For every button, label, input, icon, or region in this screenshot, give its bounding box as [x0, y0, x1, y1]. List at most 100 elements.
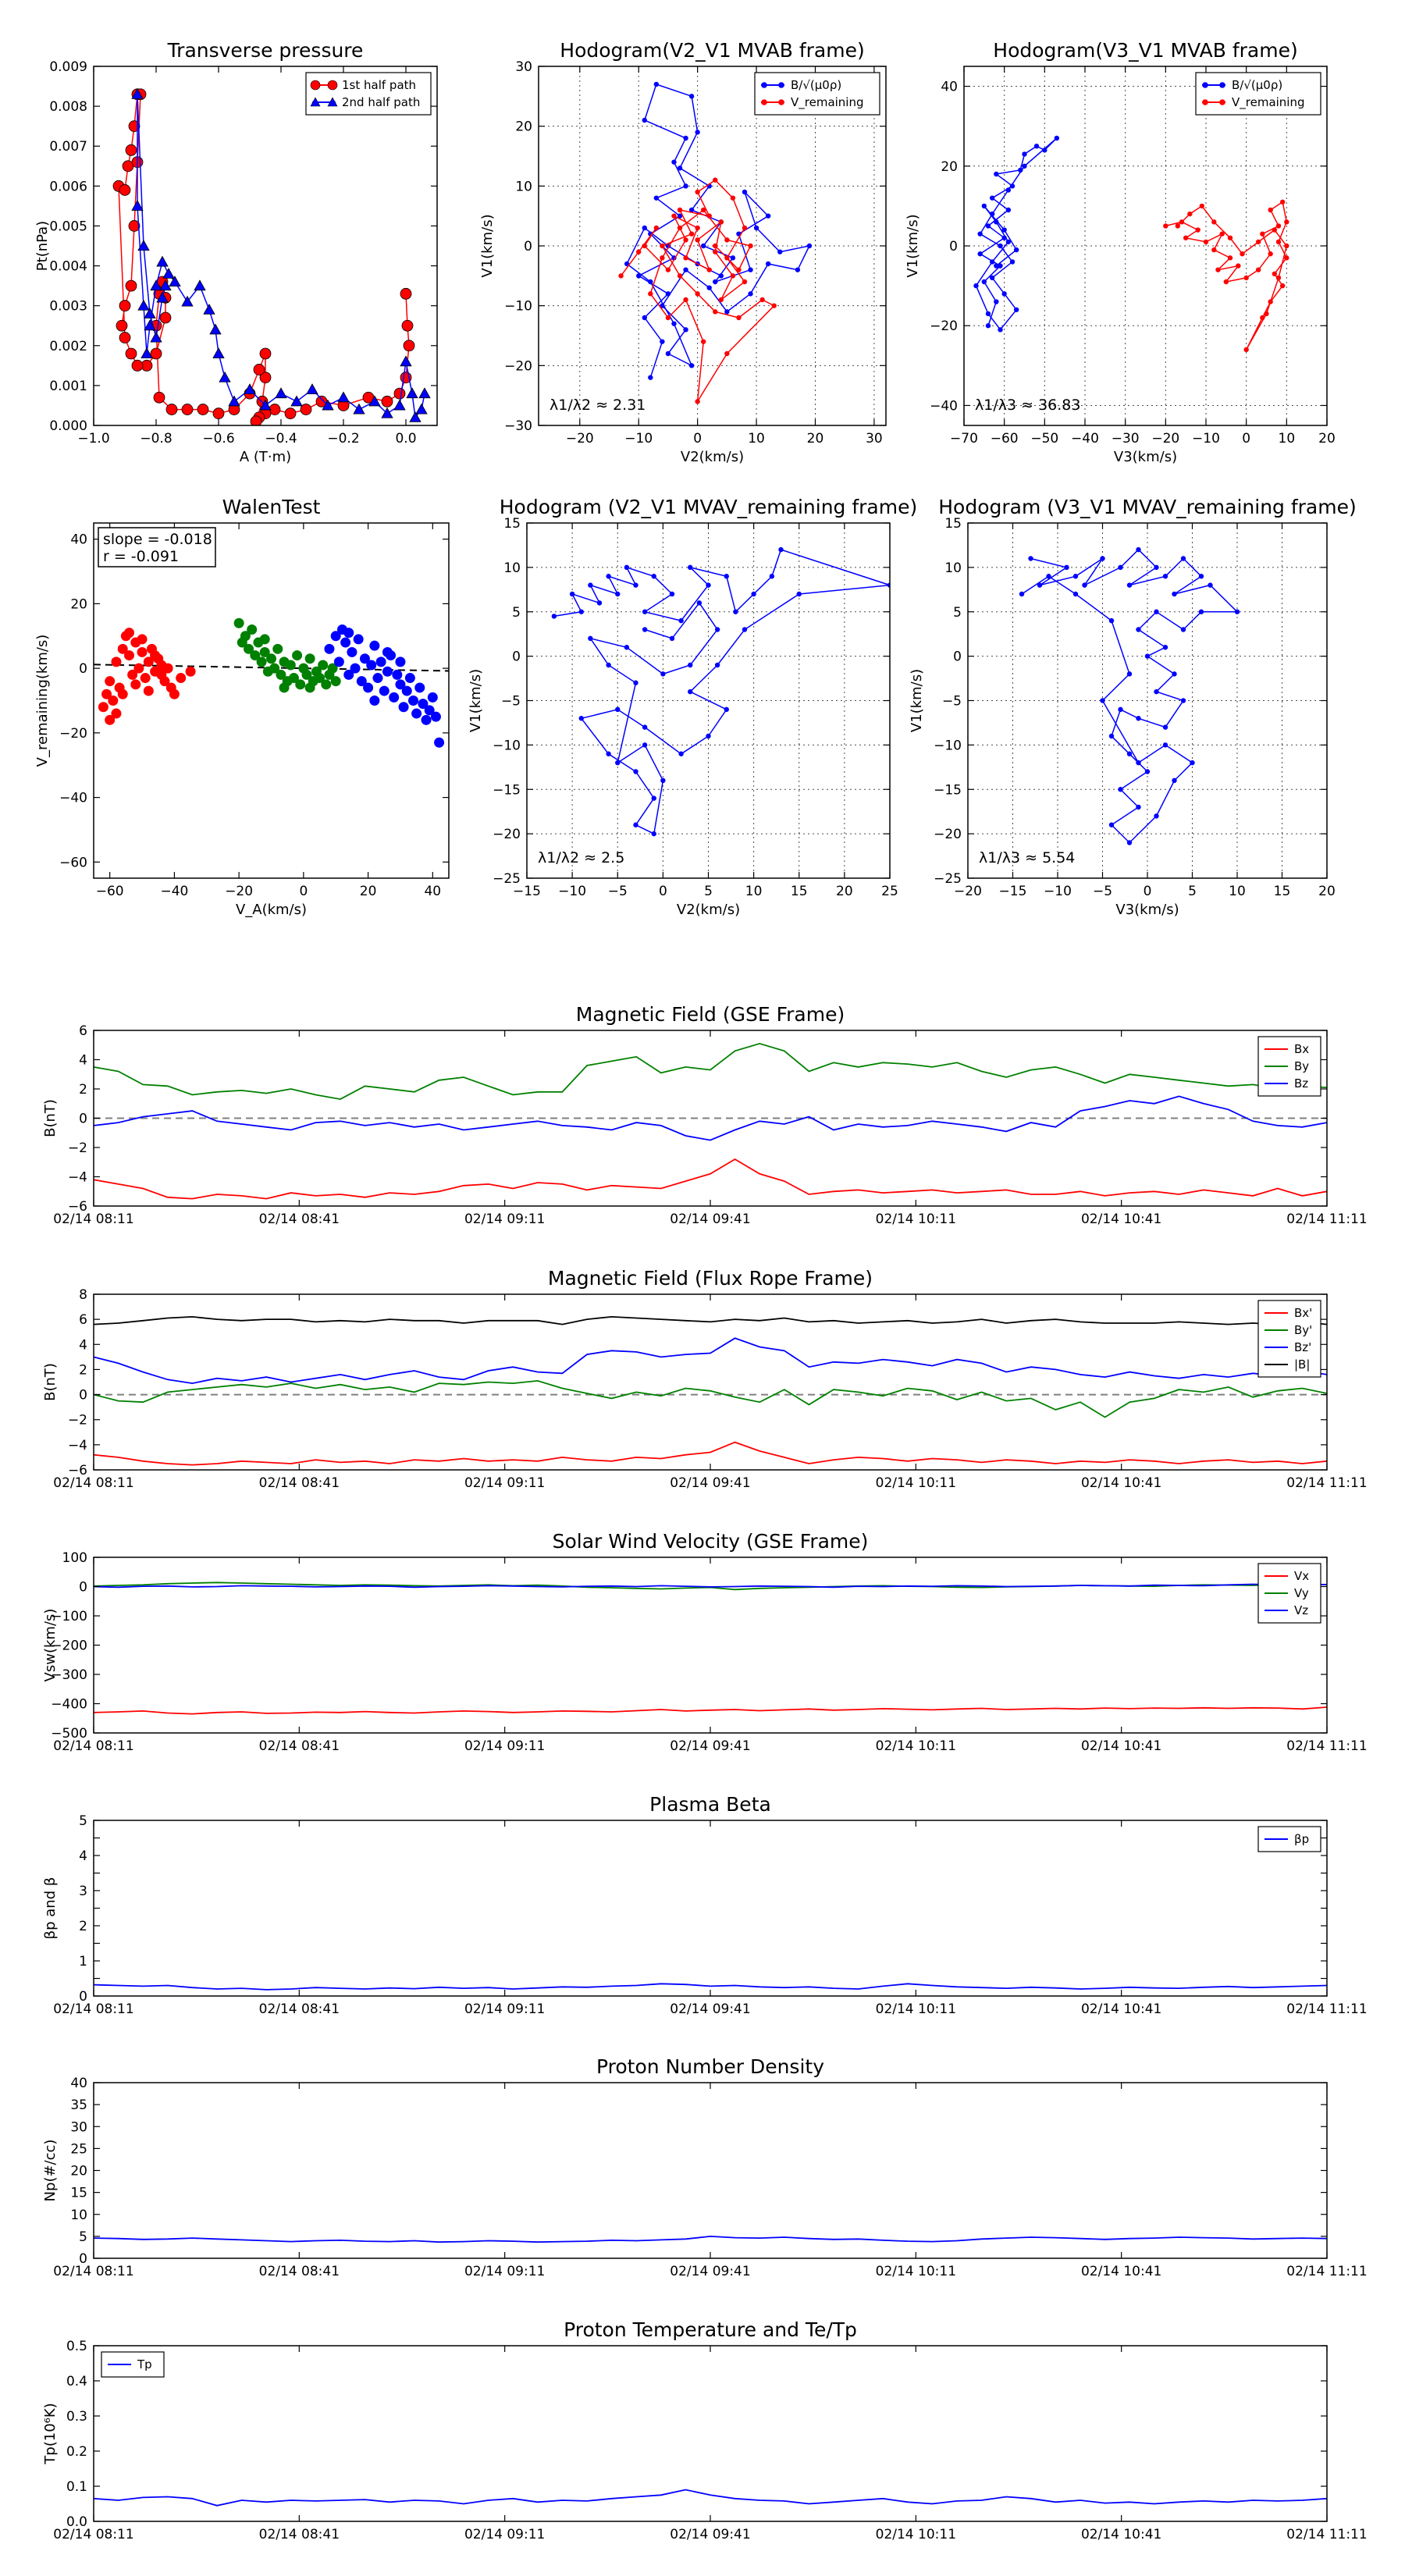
data-point	[1018, 167, 1023, 173]
y-axis-label: V1(km/s)	[468, 669, 484, 732]
y-axis-label: V_remaining(km/s)	[34, 635, 51, 767]
x-tick-label: −0.8	[140, 431, 172, 447]
data-point	[1154, 609, 1159, 614]
data-point	[696, 600, 702, 606]
data-point	[624, 261, 630, 267]
data-point	[1163, 223, 1168, 229]
data-point	[101, 688, 112, 699]
y-tick-label: 6	[79, 1312, 87, 1328]
y-tick-label: −4	[68, 1438, 87, 1453]
legend-marker	[761, 99, 767, 105]
data-point	[140, 347, 153, 359]
plasma-beta-panel: 02/14 08:11 02/14 08:41 02/14 09:11 02/14 0…	[42, 1793, 1368, 2017]
x-tick-label: 02/14 09:11	[464, 1212, 545, 1227]
chart-title: Proton Temperature and Te/Tp	[564, 2318, 857, 2341]
data-point	[551, 614, 557, 619]
y-tick-label: 0.2	[66, 2444, 87, 2460]
data-point	[414, 682, 425, 693]
data-point	[651, 574, 656, 579]
y-tick-label: −10	[504, 299, 532, 315]
data-point	[724, 237, 730, 243]
data-point	[304, 682, 315, 693]
data-point	[677, 225, 683, 231]
data-point	[665, 350, 671, 357]
data-point	[1183, 235, 1189, 240]
data-point	[1236, 263, 1241, 269]
y-tick-label: −20	[493, 827, 521, 842]
x-tick-label: 02/14 11:11	[1286, 1738, 1367, 1754]
data-point	[677, 213, 683, 219]
data-point	[1042, 148, 1048, 153]
data-point	[706, 285, 712, 290]
data-point	[105, 676, 116, 687]
data-point	[295, 679, 306, 690]
walen-test-panel: −60 −40 −20 0 20 40 −60 −40 −20 0 20 40 WalenTest V_A…	[34, 496, 450, 918]
data-point	[131, 359, 144, 372]
legend-marker	[1202, 99, 1208, 105]
x-axis-label: V3(km/s)	[1115, 902, 1179, 918]
chart-title: Hodogram (V3_V1 MVAV_remaining frame)	[938, 496, 1357, 518]
data-point	[116, 319, 128, 332]
data-point	[119, 300, 131, 312]
legend-label: V_remaining	[791, 95, 864, 110]
y-tick-label: 0	[949, 239, 958, 254]
data-point	[259, 372, 272, 384]
chart-title: Plasma Beta	[649, 1793, 771, 1816]
x-tick-label: 10	[1279, 431, 1296, 447]
y-axis-label: Np(#/cc)	[42, 2140, 59, 2202]
legend-label: Vy	[1294, 1586, 1309, 1600]
x-tick-label: 02/14 10:11	[876, 1212, 956, 1227]
data-point	[1284, 243, 1289, 249]
data-point	[633, 582, 638, 588]
data-point	[636, 249, 642, 254]
data-point	[660, 339, 665, 344]
data-point	[266, 653, 276, 664]
data-point	[162, 663, 173, 674]
y-axis-label: Tp(10⁶K)	[42, 2403, 59, 2464]
y-tick-label: 25	[70, 2141, 87, 2157]
x-tick-label: 02/14 09:41	[670, 1475, 750, 1491]
legend: Vx Vy Vz	[1257, 1563, 1321, 1624]
data-point	[111, 708, 122, 719]
data-point	[724, 706, 729, 713]
x-tick-label: 0.0	[395, 431, 416, 447]
y-tick-label: 0.005	[49, 219, 87, 234]
data-point	[1268, 207, 1273, 213]
data-point	[973, 283, 979, 289]
data-point	[1268, 251, 1273, 257]
series-layer	[94, 2489, 1327, 2507]
data-point	[1279, 283, 1286, 289]
series--p-line	[94, 1983, 1327, 1991]
data-point	[724, 309, 730, 315]
data-point	[137, 646, 148, 657]
legend-label: Bx	[1294, 1042, 1309, 1056]
data-point	[648, 279, 653, 285]
data-point	[406, 387, 418, 399]
data-point	[356, 676, 367, 687]
series-by--line	[94, 1379, 1327, 1418]
proton-density-panel: 02/14 08:11 02/14 08:41 02/14 09:11 02/14 0…	[42, 2055, 1368, 2279]
x-tick-label: 02/14 11:11	[1286, 2001, 1367, 2017]
data-point	[1118, 564, 1123, 571]
data-point	[330, 631, 341, 642]
y-tick-label: 1	[79, 1954, 87, 1969]
data-point	[181, 404, 194, 415]
data-point	[131, 87, 144, 99]
data-point	[718, 297, 724, 303]
legend-label: B/√(μ0ρ)	[791, 78, 841, 92]
series-layer	[94, 1315, 1327, 1466]
data-point	[771, 303, 777, 308]
y-axis-label: Pt(nPa)	[34, 221, 51, 271]
legend-marker	[1202, 82, 1208, 88]
x-tick-label: 02/14 09:11	[464, 1738, 545, 1754]
data-point	[333, 656, 344, 667]
legend-label: Vx	[1294, 1569, 1309, 1583]
y-tick-label: 0.004	[49, 259, 87, 275]
y-tick-label: −500	[51, 1726, 87, 1742]
data-point	[665, 267, 671, 272]
x-tick-label: 02/14 10:11	[876, 2527, 956, 2542]
chart-title: Hodogram(V2_V1 MVAB frame)	[560, 39, 864, 62]
data-point	[288, 673, 299, 684]
x-tick-label: 02/14 08:11	[53, 2264, 133, 2279]
data-point	[985, 311, 991, 317]
